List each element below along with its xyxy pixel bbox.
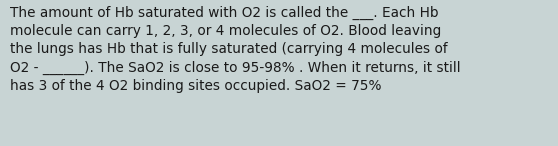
Text: The amount of Hb saturated with O2 is called the ___. Each Hb
molecule can carry: The amount of Hb saturated with O2 is ca… [10, 6, 461, 93]
